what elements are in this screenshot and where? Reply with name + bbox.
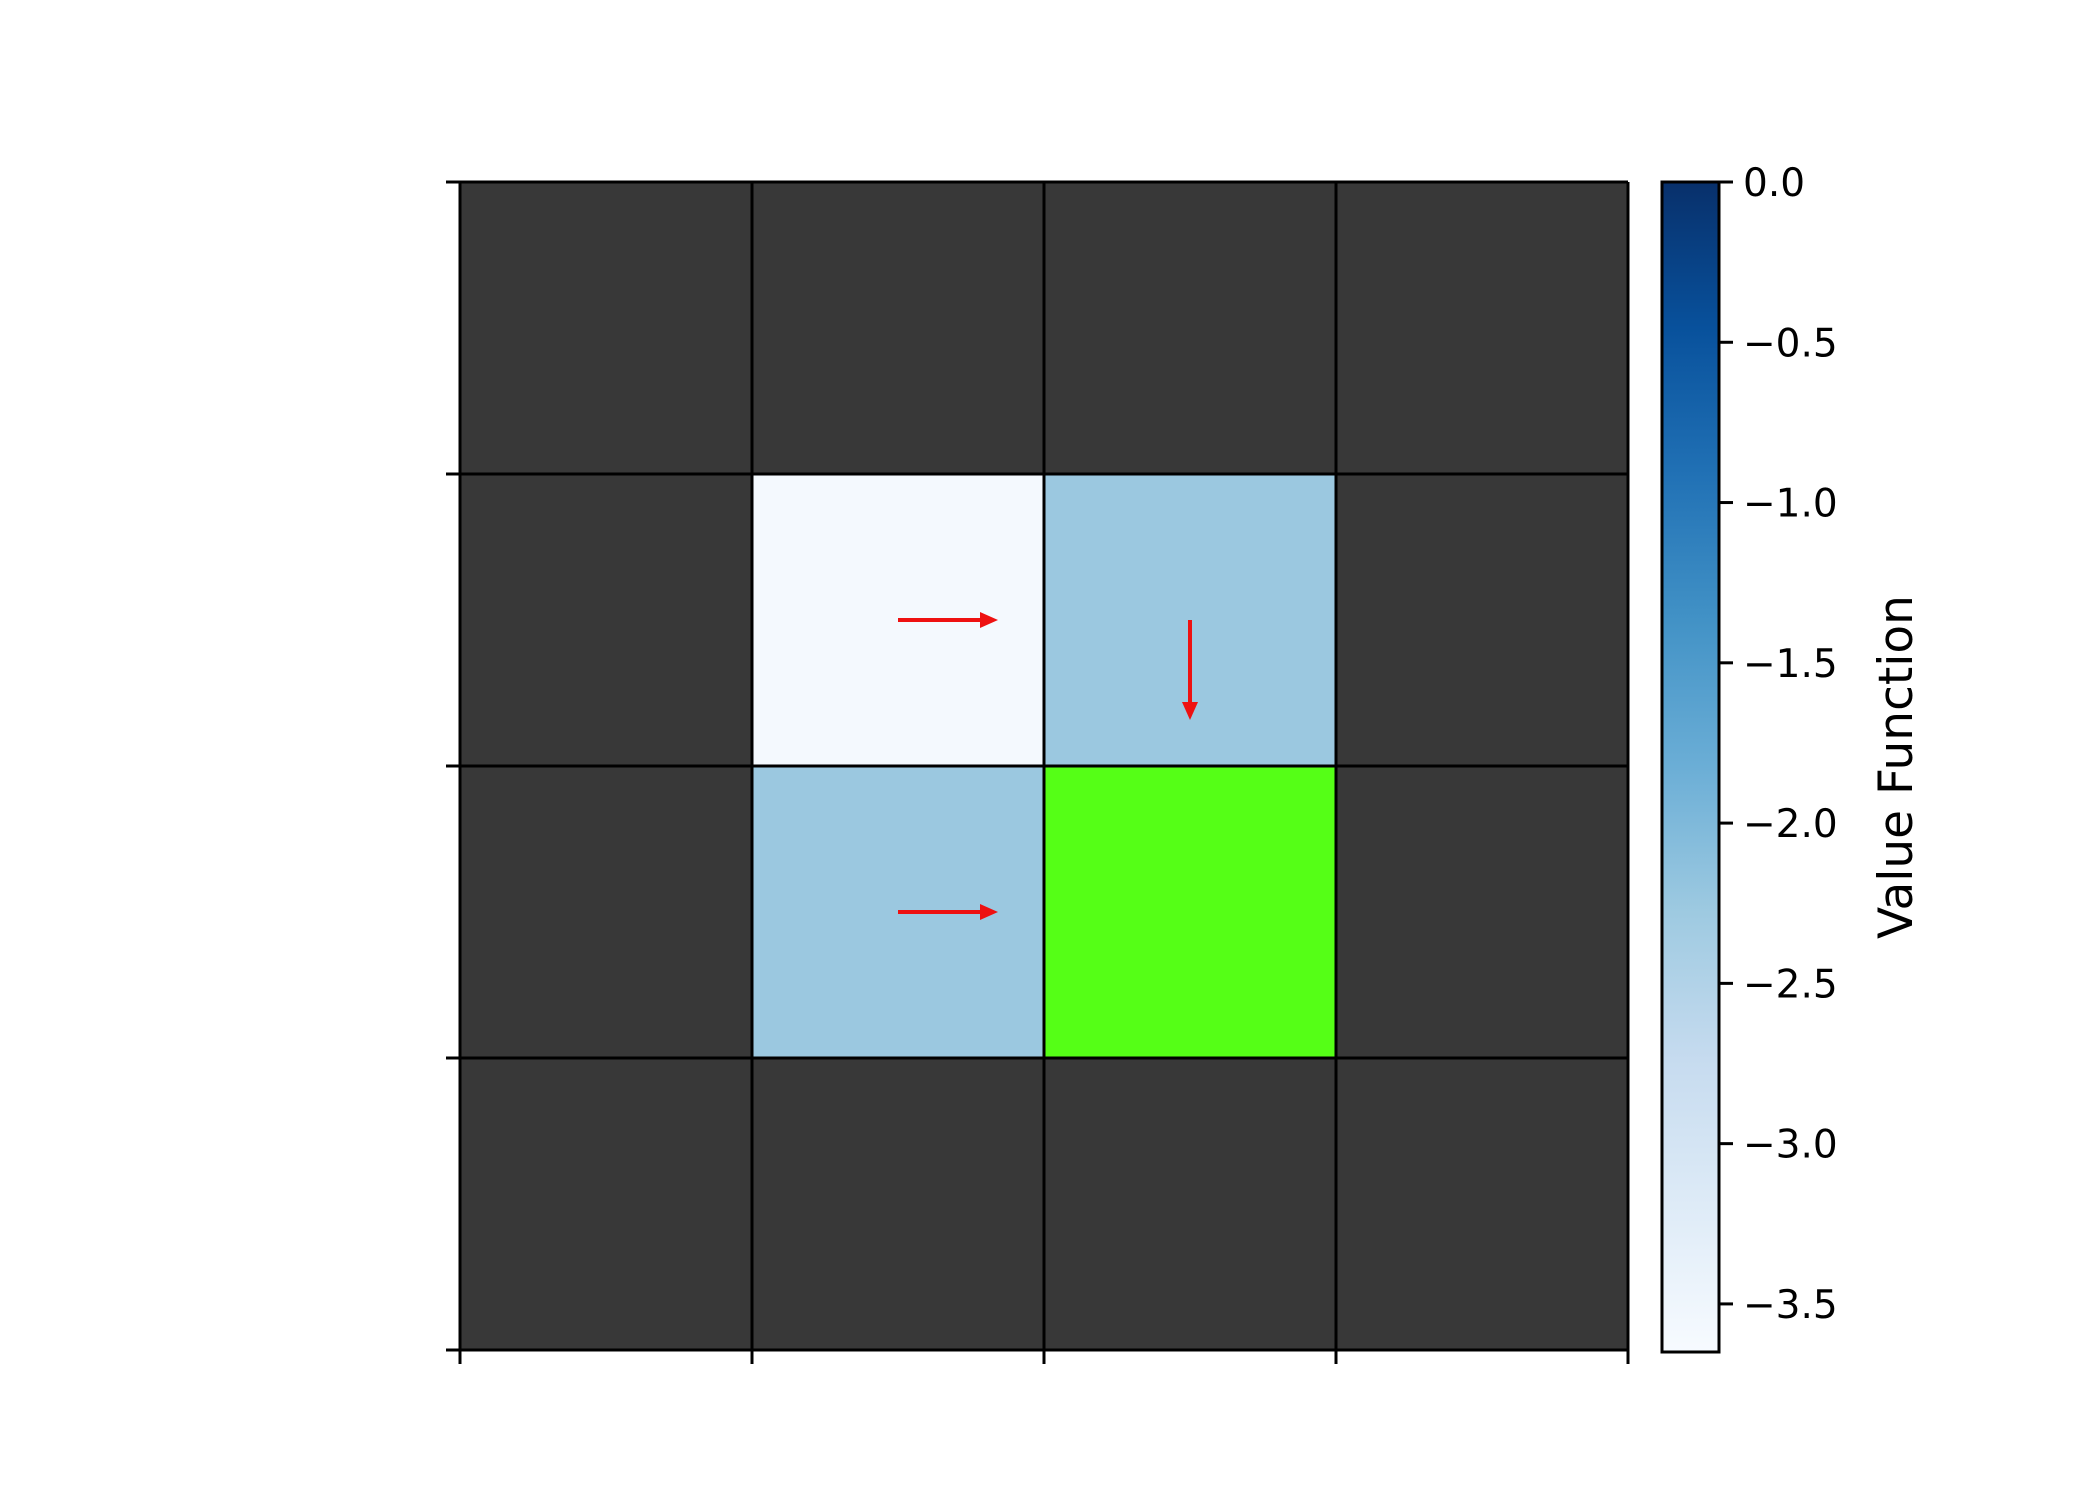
grid-cell-wall-r0-c1 [752, 182, 1044, 474]
colorbar: 0.0 −0.5 −1.0 −1.5 −2.0 −2.5 −3.0 −3.5 Value Fu… [1660, 161, 1924, 1354]
grid-cell-wall-r2-c0 [460, 766, 752, 1058]
colorbar-tick-label: −0.5 [1743, 321, 1838, 366]
grid-cell-wall-r1-c0 [460, 474, 752, 766]
colorbar-tick-label: −2.0 [1743, 802, 1838, 847]
axis-ticks [446, 180, 1630, 1364]
colorbar-gradient [1660, 180, 1721, 1354]
policy-arrow-right [898, 612, 998, 628]
colorbar-label: Value Function [1869, 595, 1924, 939]
grid-cell-wall-r0-c0 [460, 182, 752, 474]
grid-cell-wall-r3-c2 [1044, 1058, 1336, 1350]
grid-cell-wall-r0-c3 [1336, 182, 1628, 474]
grid-cell-wall-r0-c2 [1044, 182, 1336, 474]
colorbar-ticks: 0.0 −0.5 −1.0 −1.5 −2.0 −2.5 −3.0 −3.5 [1719, 161, 1838, 1328]
colorbar-tick-label: −2.5 [1743, 962, 1838, 1007]
colorbar-tick-label: −3.5 [1743, 1283, 1838, 1328]
grid-cell-wall-r3-c3 [1336, 1058, 1628, 1350]
policy-arrow-down [1182, 620, 1198, 720]
colorbar-tick-label: −1.5 [1743, 642, 1838, 687]
grid-cell-goal-r2-c2 [1044, 766, 1336, 1058]
colorbar-tick-label: −3.0 [1743, 1123, 1838, 1168]
colorbar-tick-label: 0.0 [1743, 161, 1805, 206]
grid-cell-wall-r2-c3 [1336, 766, 1628, 1058]
grid-cells [460, 182, 1628, 1350]
grid-cell-wall-r3-c1 [752, 1058, 1044, 1350]
grid-cell-wall-r1-c3 [1336, 474, 1628, 766]
policy-arrows [898, 612, 1198, 920]
colorbar-tick-label: −1.0 [1743, 482, 1838, 527]
grid-cell-wall-r3-c0 [460, 1058, 752, 1350]
policy-arrow-right [898, 904, 998, 920]
